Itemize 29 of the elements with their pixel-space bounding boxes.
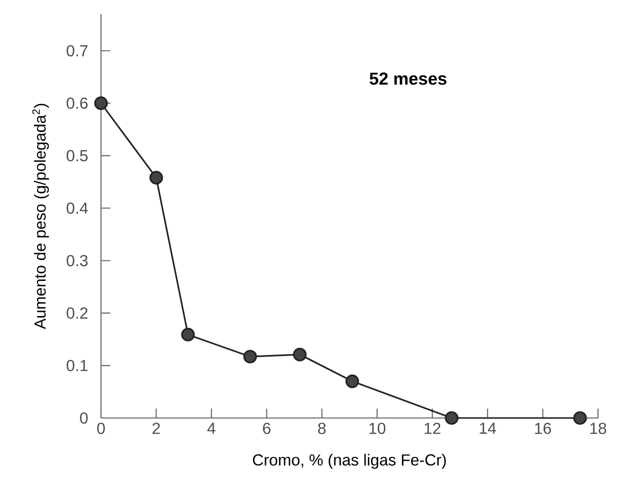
point — [94, 96, 108, 110]
x-tick-label: 12 — [424, 422, 440, 434]
x-tick-label: 18 — [590, 422, 606, 434]
x-tick-label: 16 — [535, 422, 551, 434]
x-tick-label: 2 — [152, 422, 160, 434]
y-tick-label: 0.5 — [66, 150, 88, 162]
x-tick-label: 8 — [318, 422, 326, 434]
point — [345, 374, 360, 388]
y-tick-label: 0.7 — [66, 45, 88, 56]
point — [293, 348, 307, 362]
y-tick-label: 0.6 — [66, 98, 88, 109]
y-tick-label: 0.1 — [66, 360, 88, 372]
y-axis-title: Aumento de peso (g/polegada$^{2}$) — [32, 104, 49, 330]
annotation: 52 meses — [370, 72, 446, 85]
point — [573, 411, 587, 425]
y-tick-label: 0 — [80, 412, 88, 424]
point — [181, 328, 195, 342]
x-axis-title: Cromo, % (nas ligas Fe-Cr) — [252, 454, 446, 469]
x-tick-label: 10 — [369, 422, 386, 434]
y-tick-label: 0.3 — [66, 254, 88, 266]
x-tick-label: 0 — [97, 422, 105, 434]
x-tick-label: 14 — [480, 422, 496, 434]
y-tick-label: 0.4 — [66, 202, 88, 214]
x-tick-label: 6 — [263, 422, 270, 434]
point — [149, 170, 164, 185]
x-tick-label: 4 — [207, 422, 216, 434]
point — [243, 350, 257, 364]
point — [444, 411, 458, 425]
y-tick-label: 0.2 — [66, 307, 88, 319]
